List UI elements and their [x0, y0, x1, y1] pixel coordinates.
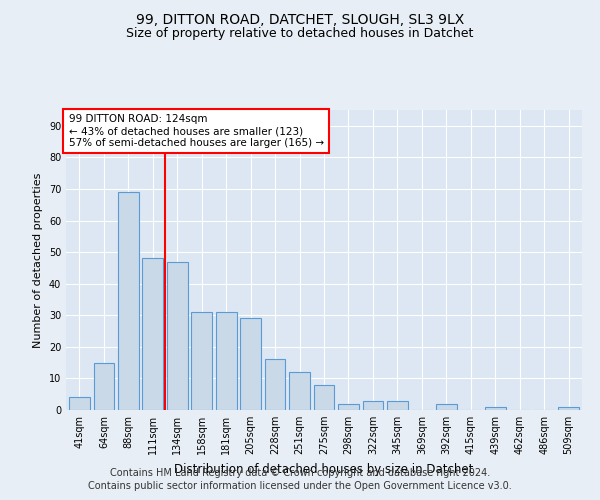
X-axis label: Distribution of detached houses by size in Datchet: Distribution of detached houses by size … [175, 462, 473, 475]
Bar [289, 372, 310, 410]
Bar [69, 398, 90, 410]
Bar [265, 360, 286, 410]
Bar [436, 404, 457, 410]
Bar [338, 404, 359, 410]
Bar [314, 384, 334, 410]
Bar [387, 400, 408, 410]
Bar [94, 362, 114, 410]
Text: 99 DITTON ROAD: 124sqm
← 43% of detached houses are smaller (123)
57% of semi-de: 99 DITTON ROAD: 124sqm ← 43% of detached… [68, 114, 324, 148]
Bar [142, 258, 163, 410]
Text: 99, DITTON ROAD, DATCHET, SLOUGH, SL3 9LX: 99, DITTON ROAD, DATCHET, SLOUGH, SL3 9L… [136, 12, 464, 26]
Bar [191, 312, 212, 410]
Bar [485, 407, 506, 410]
Text: Contains HM Land Registry data © Crown copyright and database right 2024.: Contains HM Land Registry data © Crown c… [110, 468, 490, 477]
Bar [362, 400, 383, 410]
Bar [558, 407, 579, 410]
Bar [118, 192, 139, 410]
Y-axis label: Number of detached properties: Number of detached properties [33, 172, 43, 348]
Bar [240, 318, 261, 410]
Bar [167, 262, 188, 410]
Text: Size of property relative to detached houses in Datchet: Size of property relative to detached ho… [127, 28, 473, 40]
Text: Contains public sector information licensed under the Open Government Licence v3: Contains public sector information licen… [88, 481, 512, 491]
Bar [216, 312, 236, 410]
